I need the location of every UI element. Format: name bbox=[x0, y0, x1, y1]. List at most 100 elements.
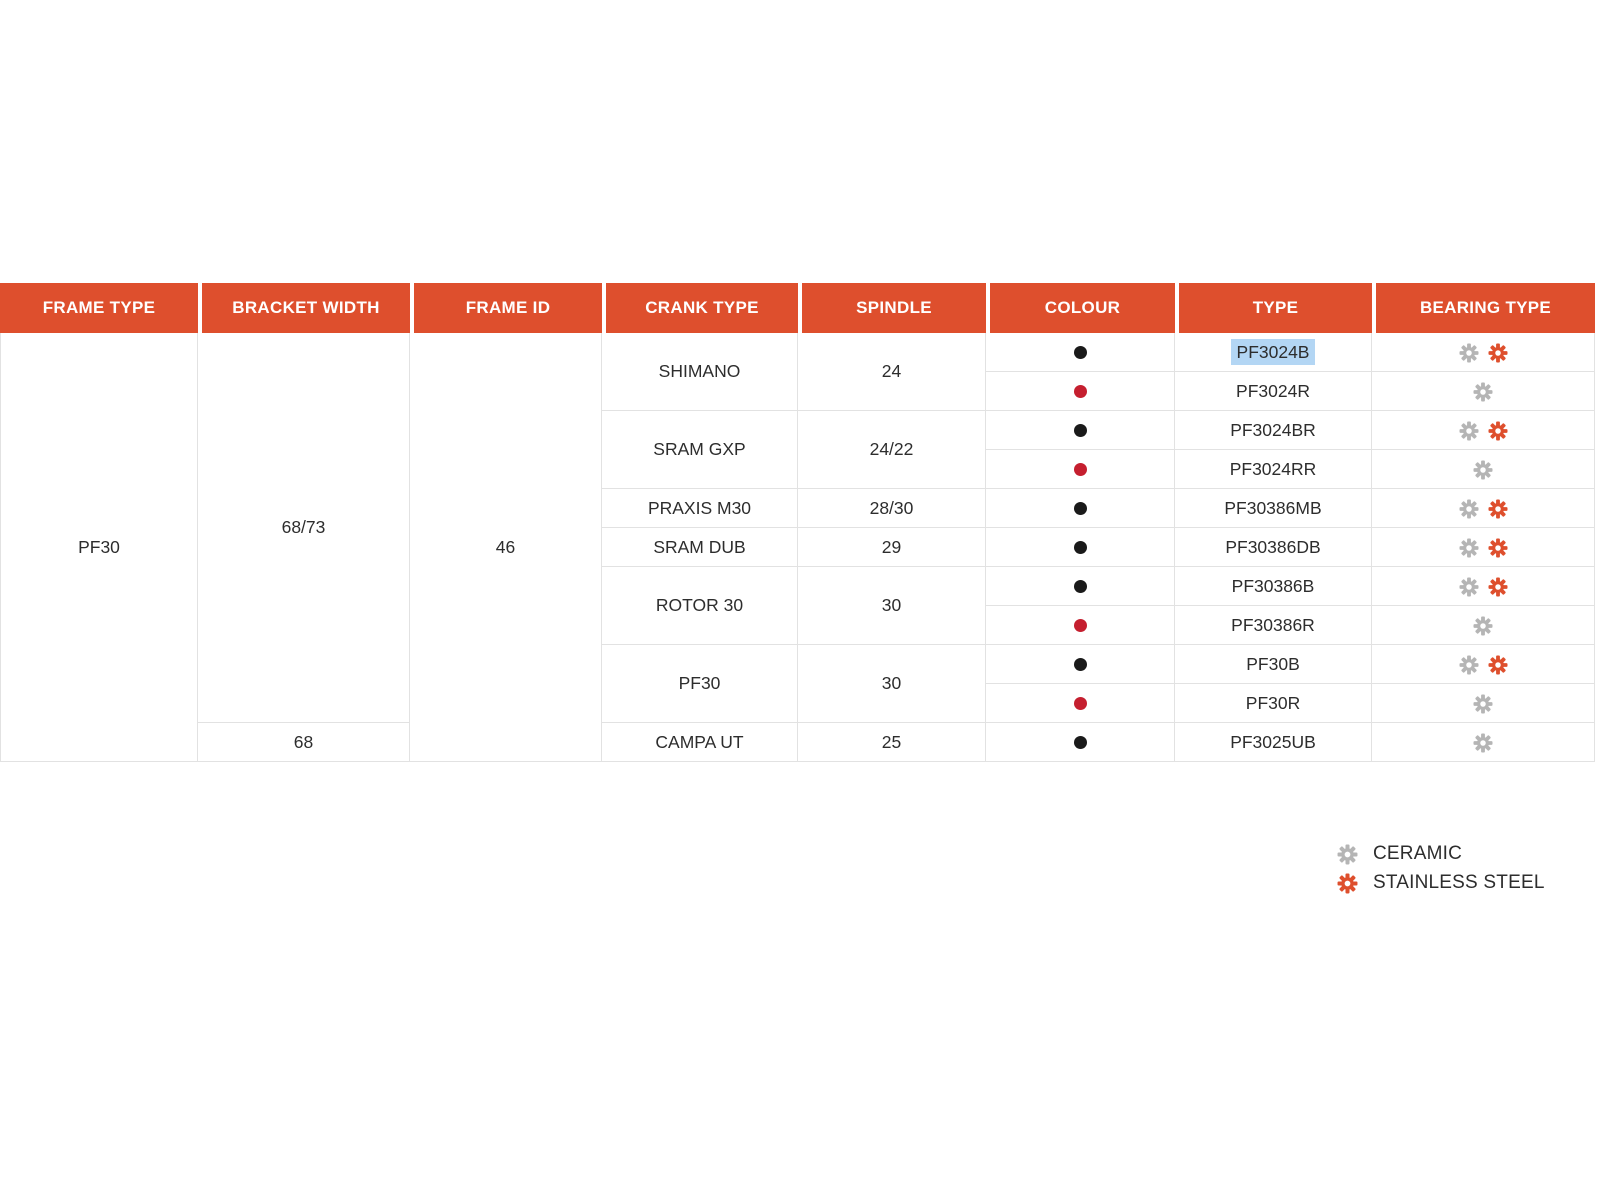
bearing-type-cell bbox=[1372, 333, 1595, 372]
table-row: PRAXIS M30 28/30 PF30386MB bbox=[0, 489, 1595, 528]
colour-dot-black bbox=[1073, 541, 1087, 555]
column-header-bearing-type: BEARING TYPE bbox=[1372, 283, 1595, 333]
colour-cell bbox=[986, 333, 1175, 372]
bearing-icons bbox=[1459, 343, 1508, 363]
bearing-type-cell bbox=[1372, 372, 1595, 411]
type-code: PF30B bbox=[1246, 653, 1300, 674]
bearing-icons bbox=[1459, 655, 1508, 675]
table-row: PF3024RR bbox=[0, 450, 1595, 489]
crank-type-cell: CAMPA UT bbox=[602, 723, 798, 762]
legend-item-stainless-steel: STAINLESS STEEL bbox=[1337, 872, 1545, 894]
bearing-icons bbox=[1459, 577, 1508, 597]
bearing-type-cell bbox=[1372, 567, 1595, 606]
type-code: PF30386R bbox=[1231, 614, 1315, 635]
bearing-icons bbox=[1459, 421, 1508, 441]
type-cell: PF30386MB bbox=[1175, 489, 1372, 528]
column-header-spindle: SPINDLE bbox=[798, 283, 986, 333]
type-cell: PF30B bbox=[1175, 645, 1372, 684]
bearing-icons bbox=[1473, 616, 1493, 636]
type-cell: PF3024RR bbox=[1175, 450, 1372, 489]
legend-label-ceramic: CERAMIC bbox=[1373, 843, 1463, 864]
type-code: PF30386B bbox=[1231, 575, 1315, 596]
gear-icon-ceramic bbox=[1459, 421, 1478, 441]
table-row: PF30386R bbox=[0, 606, 1595, 645]
table-row: PF30R bbox=[0, 684, 1595, 723]
type-cell: PF30386R bbox=[1175, 606, 1372, 645]
colour-cell bbox=[986, 489, 1175, 528]
colour-dot-black bbox=[1073, 424, 1087, 438]
table-row: PF30 30 PF30B bbox=[0, 645, 1595, 723]
gear-icon-ceramic bbox=[1459, 538, 1478, 558]
colour-cell bbox=[986, 528, 1175, 567]
type-cell: PF30386B bbox=[1175, 567, 1372, 606]
legend-item-ceramic: CERAMIC bbox=[1337, 843, 1545, 865]
type-code: PF30386MB bbox=[1224, 497, 1322, 518]
colour-cell bbox=[986, 411, 1175, 450]
bearing-icons bbox=[1473, 382, 1493, 402]
gear-icon-stainless-steel bbox=[1337, 873, 1358, 893]
bearing-type-cell bbox=[1372, 684, 1595, 723]
bearing-type-cell bbox=[1372, 411, 1595, 450]
colour-dot-red bbox=[1073, 697, 1087, 711]
colour-cell bbox=[986, 372, 1175, 411]
bearing-type-cell bbox=[1372, 645, 1595, 684]
bottom-bracket-spec-table: FRAME TYPE BRACKET WIDTH FRAME ID CRANK TYP… bbox=[0, 283, 1595, 762]
bracket-width-cell: 68 bbox=[198, 723, 410, 762]
column-header-frame-id: FRAME ID bbox=[410, 283, 602, 333]
column-header-type: TYPE bbox=[1175, 283, 1372, 333]
spindle-cell: 25 bbox=[798, 723, 986, 762]
bearing-type-cell bbox=[1372, 450, 1595, 489]
bearing-icons bbox=[1473, 733, 1493, 753]
bearing-icons bbox=[1473, 460, 1493, 480]
crank-type-cell: ROTOR 30 bbox=[602, 567, 798, 645]
colour-dot-black bbox=[1073, 346, 1087, 360]
gear-icon-ceramic bbox=[1473, 460, 1493, 480]
colour-dot-black bbox=[1073, 580, 1087, 594]
frame-type-cell: PF30 bbox=[0, 333, 198, 762]
gear-icon-ceramic bbox=[1473, 733, 1493, 753]
header-row: FRAME TYPE BRACKET WIDTH FRAME ID CRANK TYP… bbox=[0, 283, 1595, 333]
table-body: PF30 68/73 46 SHIMANO 24 PF3024B PF3024R SRAM G… bbox=[0, 333, 1595, 762]
table-row: PF30 68/73 46 SHIMANO 24 PF3024B bbox=[0, 333, 1595, 762]
gear-icon-ceramic bbox=[1473, 616, 1493, 636]
type-code: PF3024BR bbox=[1230, 419, 1316, 440]
gear-icon-ceramic bbox=[1459, 499, 1478, 519]
colour-cell bbox=[986, 450, 1175, 489]
spindle-cell: 28/30 bbox=[798, 489, 986, 528]
bearing-type-legend: CERAMIC STAINLESS STEEL bbox=[1337, 843, 1545, 894]
table-row: ROTOR 30 30 PF30386B bbox=[0, 567, 1595, 645]
crank-type-cell: SRAM GXP bbox=[602, 411, 798, 489]
frame-id-cell: 46 bbox=[410, 333, 602, 762]
column-header-colour: COLOUR bbox=[986, 283, 1175, 333]
colour-dot-black bbox=[1073, 502, 1087, 516]
gear-icon-ceramic bbox=[1473, 382, 1493, 402]
type-cell: PF3024B bbox=[1175, 333, 1372, 372]
spindle-cell: 24 bbox=[798, 333, 986, 411]
type-cell: PF3024R bbox=[1175, 372, 1372, 411]
bearing-type-cell bbox=[1372, 489, 1595, 528]
table-row: 68 CAMPA UT 25 PF3025UB bbox=[0, 723, 1595, 762]
spindle-cell: 24/22 bbox=[798, 411, 986, 489]
colour-dot-red bbox=[1073, 619, 1087, 633]
type-code-selected[interactable]: PF3024B bbox=[1230, 338, 1316, 365]
column-header-bracket-width: BRACKET WIDTH bbox=[198, 283, 410, 333]
gear-icon-ceramic bbox=[1473, 694, 1493, 714]
table-row: SRAM GXP 24/22 PF3024BR bbox=[0, 411, 1595, 489]
type-cell: PF30386DB bbox=[1175, 528, 1372, 567]
bearing-type-cell bbox=[1372, 606, 1595, 645]
legend-label-stainless-steel: STAINLESS STEEL bbox=[1373, 872, 1545, 893]
gear-icon-stainless-steel bbox=[1488, 499, 1507, 519]
crank-type-cell: SRAM DUB bbox=[602, 528, 798, 567]
type-cell: PF30R bbox=[1175, 684, 1372, 723]
type-code: PF3024RR bbox=[1229, 458, 1317, 479]
crank-type-cell: PF30 bbox=[602, 645, 798, 723]
crank-type-cell: PRAXIS M30 bbox=[602, 489, 798, 528]
gear-icon-ceramic bbox=[1337, 844, 1358, 864]
gear-icon-ceramic bbox=[1459, 343, 1478, 363]
type-code: PF30R bbox=[1245, 692, 1301, 713]
bearing-type-cell bbox=[1372, 723, 1595, 762]
spindle-cell: 29 bbox=[798, 528, 986, 567]
table-row: SRAM DUB 29 PF30386DB bbox=[0, 528, 1595, 567]
type-code: PF3025UB bbox=[1230, 731, 1316, 752]
bracket-width-cell: 68/73 bbox=[198, 333, 410, 723]
